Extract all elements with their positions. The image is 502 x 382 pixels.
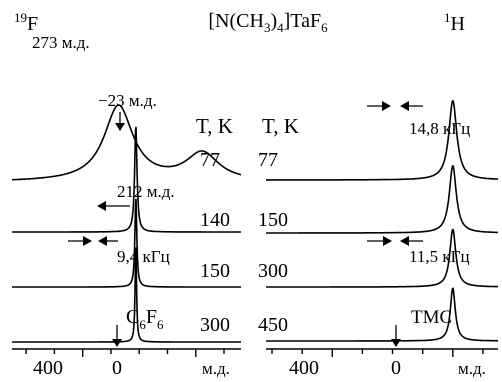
annotation-width-115: 11,5 кГц	[409, 247, 470, 266]
trace-f19-150k	[12, 198, 241, 288]
temp-header-right: T, K	[262, 114, 299, 138]
tick-label-left-400: 400	[33, 357, 63, 379]
annotation-peak-212: 212 м.д.	[117, 182, 175, 201]
width-arrowhead-right-top-l	[382, 101, 391, 111]
tick-label-left-0: 0	[112, 357, 122, 379]
panel-left-nucleus: 19F	[14, 10, 38, 35]
ticks-right	[271, 349, 484, 357]
trace-f19-300k	[12, 247, 241, 343]
x-unit-left: м.д.	[202, 359, 230, 378]
annotation-peak-273: 273 м.д.	[32, 33, 90, 52]
temp-header-left: T, K	[196, 114, 233, 138]
trace-f19-140k	[12, 126, 241, 233]
arrowhead-peak-neg23	[115, 123, 125, 131]
temp-label-right-1: 150	[258, 209, 288, 231]
trace-h1-300k	[266, 228, 498, 288]
arrowhead-reference-right	[391, 339, 401, 347]
annotation-peak-neg23: −23 м.д.	[98, 91, 157, 110]
x-unit-right: м.д.	[458, 359, 486, 378]
trace-h1-450k	[266, 287, 498, 342]
temp-label-left-2: 150	[200, 260, 230, 282]
trace-h1-150k	[266, 164, 498, 234]
chart-title: [N(CH3)4]TaF6	[208, 10, 328, 35]
temp-label-left-0: 77	[200, 149, 220, 171]
width-arrowhead-right-bot-l	[383, 236, 392, 246]
temp-label-right-3: 450	[258, 314, 288, 336]
ticks-left	[25, 349, 225, 357]
arrowhead-peak-212	[97, 201, 106, 211]
width-arrowhead-right-bot-r	[400, 236, 409, 246]
temp-label-left-3: 300	[200, 314, 230, 336]
width-arrowhead-left-r	[98, 236, 107, 246]
temp-label-left-1: 140	[200, 209, 230, 231]
temp-label-right-2: 300	[258, 260, 288, 282]
tick-label-right-0: 0	[391, 357, 401, 379]
traces-right	[266, 99, 498, 342]
annotation-reference-c6f6: C6F6	[126, 306, 164, 332]
temp-label-right-0: 77	[258, 149, 278, 171]
trace-h1-77k	[266, 99, 498, 181]
tick-label-right-400: 400	[289, 357, 319, 379]
arrowhead-reference-left	[112, 339, 122, 347]
trace-f19-77k	[12, 104, 242, 181]
annotation-width-148: 14,8 кГц	[409, 119, 470, 138]
annotation-width-94: 9,4 кГц	[117, 247, 170, 266]
annotation-reference-tmc: TMC	[411, 307, 452, 328]
width-arrowhead-right-top-r	[400, 101, 409, 111]
traces-left	[12, 104, 242, 343]
width-arrowhead-left-l	[83, 236, 92, 246]
panel-right-nucleus: 1H	[444, 10, 465, 35]
